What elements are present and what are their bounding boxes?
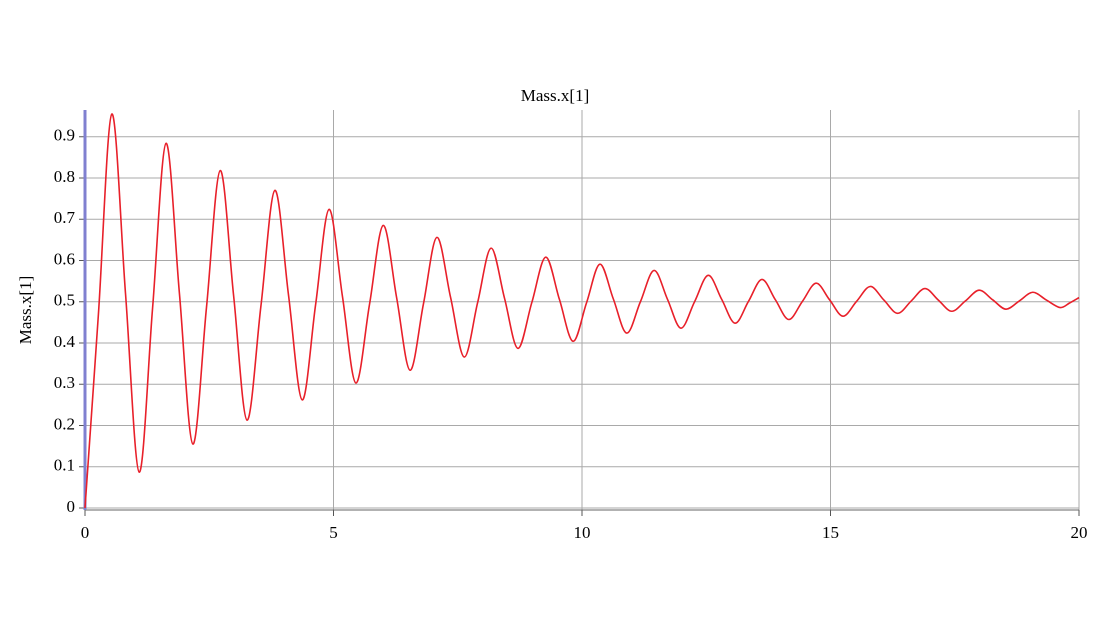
y-tick-label: 0.6: [54, 249, 75, 268]
y-tick-label: 0.4: [54, 332, 76, 351]
y-tick-label: 0.5: [54, 291, 75, 310]
x-tick-label: 10: [574, 523, 591, 542]
y-tick-label: 0.8: [54, 167, 75, 186]
y-tick-label: 0: [67, 497, 76, 516]
x-tick-label: 15: [822, 523, 839, 542]
chart-title: Mass.x[1]: [521, 86, 589, 105]
y-tick-label: 0.7: [54, 208, 76, 227]
y-tick-label: 0.3: [54, 373, 75, 392]
line-series: [84, 113, 1080, 509]
x-tick-label: 5: [329, 523, 338, 542]
x-tick-label: 20: [1071, 523, 1088, 542]
y-tick-label: 0.1: [54, 456, 75, 475]
y-tick-label: 0.2: [54, 414, 75, 433]
y-axis-label: Mass.x[1]: [16, 276, 35, 344]
y-tick-label: 0.9: [54, 126, 75, 145]
x-tick-label: 0: [81, 523, 90, 542]
